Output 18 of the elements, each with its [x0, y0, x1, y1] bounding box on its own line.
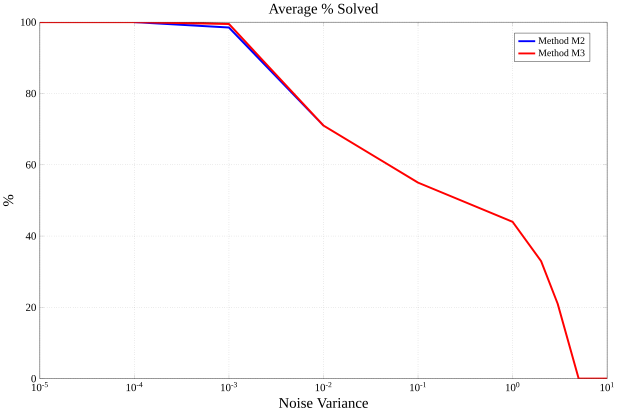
- legend-label: Method M3: [538, 49, 585, 56]
- y-tick-label: 0: [31, 374, 36, 382]
- x-tick-label: 10$^{-2}$: [316, 382, 332, 392]
- x-tick-label: 10$^{-5}$: [32, 382, 48, 392]
- x-tick-label: 10$^{-3}$: [221, 382, 237, 392]
- y-tick-label: 100: [21, 18, 36, 26]
- x-tick-label: 10$^{-4}$: [126, 382, 143, 392]
- y-axis-title: %: [3, 194, 14, 206]
- x-tick-label: 10$^{1}$: [600, 382, 614, 392]
- x-tick-label: 10$^{0}$: [506, 382, 520, 392]
- chart-title: Average % Solved: [268, 3, 378, 17]
- y-tick-label: 60: [26, 160, 36, 168]
- x-axis-title: Noise Variance: [278, 398, 368, 408]
- x-tick-label: 10$^{-1}$: [410, 382, 426, 392]
- y-tick-label: 40: [26, 232, 36, 240]
- legend-label: Method M2: [538, 36, 584, 44]
- y-tick-label: 80: [26, 90, 36, 98]
- y-tick-label: 20: [26, 304, 36, 311]
